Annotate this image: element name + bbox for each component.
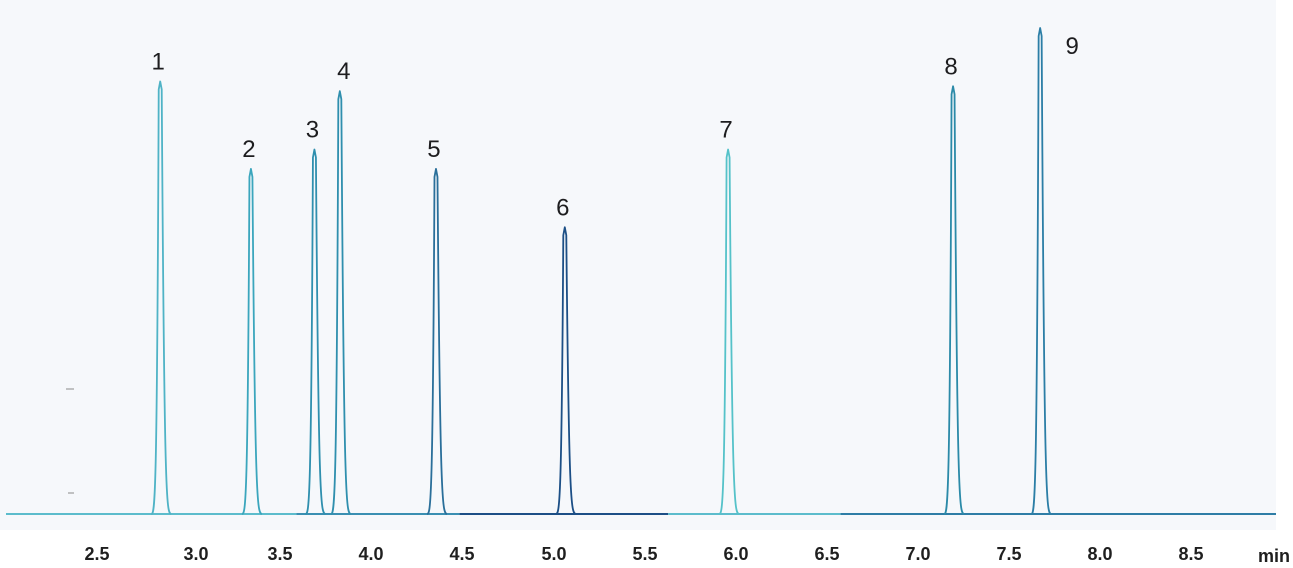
peak-3 bbox=[305, 148, 326, 515]
x-tick-label: 5.5 bbox=[632, 544, 657, 564]
peak-label-7: 7 bbox=[719, 117, 732, 144]
peak-2 bbox=[241, 168, 263, 515]
peak-label-1: 1 bbox=[152, 48, 165, 75]
peak-7 bbox=[718, 148, 740, 515]
chromatogram-trace bbox=[151, 27, 1052, 515]
x-tick-label: 6.5 bbox=[814, 544, 839, 564]
x-tick-label: 6.0 bbox=[723, 544, 748, 564]
peak-label-6: 6 bbox=[556, 194, 569, 221]
x-tick-label: 7.5 bbox=[996, 544, 1021, 564]
x-tick-label: 3.0 bbox=[183, 544, 208, 564]
peak-8 bbox=[943, 85, 965, 515]
peak-1 bbox=[151, 80, 172, 515]
x-tick-label: 5.0 bbox=[541, 544, 566, 564]
x-tick-label: 2.5 bbox=[84, 544, 109, 564]
plot-area bbox=[0, 0, 1276, 530]
peak-5 bbox=[426, 168, 448, 515]
x-tick-label: 3.5 bbox=[267, 544, 292, 564]
x-tick-label: 8.5 bbox=[1178, 544, 1203, 564]
peak-labels: 1 2 3 4 5 6 7 8 9 bbox=[152, 33, 1079, 221]
x-axis-tick-labels: 2.5 3.0 3.5 4.0 4.5 5.0 5.5 6.0 6.5 7.0 7.5 8.0 8.5 bbox=[84, 544, 1203, 564]
peak-label-3: 3 bbox=[306, 117, 319, 144]
x-axis-unit-label: min bbox=[1258, 546, 1290, 566]
x-tick-label: 4.5 bbox=[449, 544, 474, 564]
peak-label-5: 5 bbox=[427, 136, 440, 163]
peak-4 bbox=[330, 90, 352, 515]
peak-label-9: 9 bbox=[1065, 33, 1078, 60]
peak-label-2: 2 bbox=[242, 136, 255, 163]
peak-label-8: 8 bbox=[944, 53, 957, 80]
peak-6 bbox=[555, 226, 577, 515]
peak-label-4: 4 bbox=[337, 58, 350, 85]
x-tick-label: 4.0 bbox=[358, 544, 383, 564]
x-tick-label: 8.0 bbox=[1087, 544, 1112, 564]
peak-9 bbox=[1031, 27, 1052, 515]
x-tick-label: 7.0 bbox=[905, 544, 930, 564]
